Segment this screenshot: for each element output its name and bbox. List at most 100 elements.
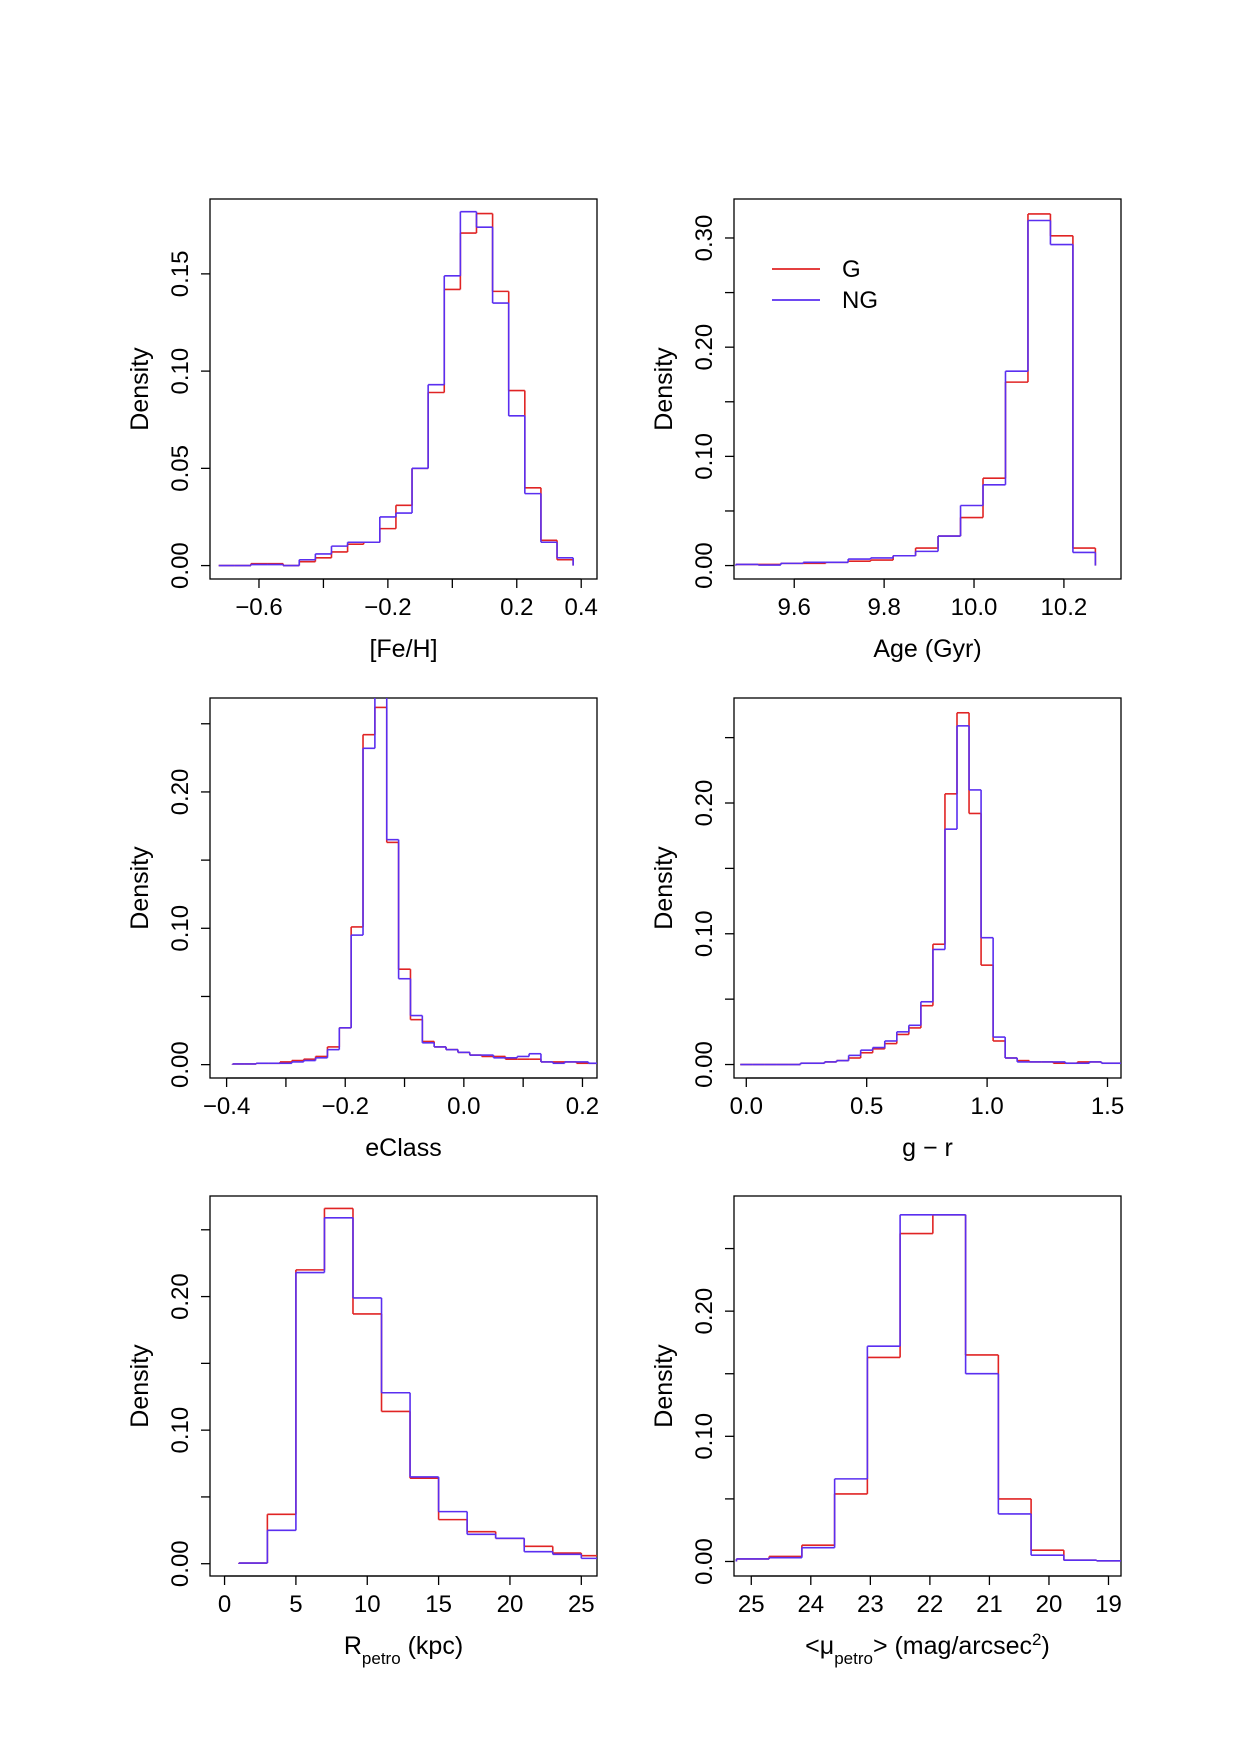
x-axis-label-part: [Fe/H]	[369, 635, 437, 663]
histogram-series	[231, 698, 597, 1065]
x-tick-label: 0	[218, 1591, 231, 1618]
y-tick-label: 0.10	[167, 348, 194, 395]
legend-label: NG	[842, 287, 878, 314]
x-axis-label: Rpetro (kpc)	[344, 1632, 463, 1668]
x-tick-label: 20	[1036, 1591, 1063, 1618]
histogram-series	[734, 219, 1097, 566]
x-axis-label: Age (Gyr)	[873, 635, 981, 663]
x-tick-label: 10.0	[951, 594, 998, 621]
y-tick-label: 0.00	[691, 1538, 718, 1585]
y-tick-label: 0.20	[691, 780, 718, 827]
histogram-series	[218, 210, 574, 567]
x-axis-label-part: R	[344, 1632, 362, 1660]
x-tick-label: 10.2	[1041, 594, 1088, 621]
y-tick-label: 0.10	[691, 433, 718, 480]
y-tick-label: 0.00	[167, 1041, 194, 1088]
y-tick-label: 0.20	[167, 769, 194, 816]
y-tick-label: 0.05	[167, 445, 194, 492]
x-tick-label: 0.4	[565, 594, 598, 621]
x-axis-label-part: 2	[1032, 1630, 1041, 1649]
x-tick-label: 9.6	[778, 594, 811, 621]
x-axis-label: g − r	[902, 1134, 953, 1162]
x-tick-label: 10	[354, 1591, 381, 1618]
x-axis-label-part: > (mag/arcsec	[873, 1632, 1032, 1660]
y-tick-label: 0.00	[167, 542, 194, 589]
y-tick-label: 0.15	[167, 251, 194, 298]
y-tick-label: 0.00	[691, 542, 718, 589]
y-axis-label: Density	[650, 846, 678, 930]
x-tick-label: −0.2	[322, 1093, 369, 1120]
y-tick-label: 0.00	[167, 1540, 194, 1587]
x-tick-label: 22	[917, 1591, 944, 1618]
x-tick-label: 19	[1095, 1591, 1122, 1618]
x-tick-label: 21	[976, 1591, 1003, 1618]
x-tick-label: 1.0	[970, 1093, 1003, 1120]
histogram-series	[238, 1216, 597, 1564]
x-tick-label: 15	[425, 1591, 452, 1618]
y-axis-label: Density	[650, 347, 678, 431]
y-tick-label: 0.10	[691, 1413, 718, 1460]
x-tick-label: 25	[568, 1591, 595, 1618]
x-axis-label: [Fe/H]	[369, 635, 437, 663]
plot-frame	[733, 1195, 1122, 1577]
x-tick-label: 0.0	[447, 1093, 480, 1120]
y-tick-label: 0.20	[691, 324, 718, 371]
histogram-series	[735, 1213, 1121, 1562]
panel: 25 24 23 22 21 20 19 0.00 0.10 0.20 <μpetro> (mag/…	[650, 1195, 1122, 1668]
legend-label: G	[842, 256, 861, 283]
x-tick-label: 0.5	[850, 1093, 883, 1120]
plot-frame	[733, 697, 1122, 1079]
x-tick-label: 20	[497, 1591, 524, 1618]
x-axis-label-part: eClass	[365, 1134, 441, 1162]
y-axis-label: Density	[650, 1344, 678, 1428]
panel: −0.4 −0.2 0.0 0.2 0.00 0.10 0.20 eClass Density	[126, 697, 599, 1162]
y-tick-label: 0.00	[691, 1041, 718, 1088]
x-axis-label-part: petro	[362, 1649, 401, 1668]
y-tick-label: 0.20	[167, 1273, 194, 1320]
x-tick-label: 0.2	[566, 1093, 599, 1120]
plot-frame	[733, 198, 1122, 580]
panel: 9.6 9.8 10.0 10.2 0.00 0.10 0.20 0.30 Age (Gyr) D…	[650, 198, 1122, 663]
x-axis-label-part: Age (Gyr)	[873, 635, 981, 663]
x-tick-label: −0.4	[203, 1093, 250, 1120]
y-tick-label: 0.10	[167, 1407, 194, 1454]
x-tick-label: 23	[857, 1591, 884, 1618]
y-tick-label: 0.20	[691, 1288, 718, 1335]
x-axis-label: eClass	[365, 1134, 441, 1162]
plot-frame	[209, 697, 598, 1079]
histogram-series	[238, 1207, 597, 1564]
x-tick-label: 0.0	[730, 1093, 763, 1120]
histogram-series	[735, 1213, 1121, 1562]
x-tick-label: 9.8	[867, 594, 900, 621]
panel: −0.6 −0.2 0.2 0.4 0.00 0.05 0.10 0.15 [Fe/H] Dens…	[126, 198, 598, 663]
y-tick-label: 0.10	[691, 910, 718, 957]
plot-frame	[209, 1195, 598, 1577]
x-tick-label: 24	[797, 1591, 824, 1618]
y-tick-label: 0.30	[691, 215, 718, 262]
panel: 0 5 10 15 20 25 0.00 0.10 0.20 Rpetro (kpc) Densit…	[126, 1195, 598, 1668]
x-tick-label: 25	[738, 1591, 765, 1618]
y-axis-label: Density	[126, 347, 154, 431]
x-axis-label-part: (kpc)	[401, 1632, 464, 1660]
x-axis-label-part: g − r	[902, 1134, 953, 1162]
panel: 0.0 0.5 1.0 1.5 0.00 0.10 0.20 g − r Density	[650, 697, 1124, 1162]
x-tick-label: 0.2	[500, 594, 533, 621]
x-tick-label: −0.2	[364, 594, 411, 621]
x-axis-label: <μpetro> (mag/arcsec2)	[805, 1630, 1050, 1668]
x-axis-label-part: )	[1042, 1632, 1050, 1660]
histogram-series	[231, 706, 597, 1065]
x-tick-label: 1.5	[1091, 1093, 1124, 1120]
x-tick-label: −0.6	[235, 594, 282, 621]
x-axis-label-part: petro	[834, 1649, 873, 1668]
histogram-series	[740, 711, 1121, 1066]
y-axis-label: Density	[126, 1344, 154, 1428]
x-tick-label: 5	[289, 1591, 302, 1618]
y-tick-label: 0.10	[167, 905, 194, 952]
x-axis-label-part: <μ	[805, 1632, 834, 1660]
histogram-series	[740, 725, 1121, 1066]
y-axis-label: Density	[126, 846, 154, 930]
plot-frame	[209, 198, 598, 580]
histogram-series	[734, 213, 1097, 566]
